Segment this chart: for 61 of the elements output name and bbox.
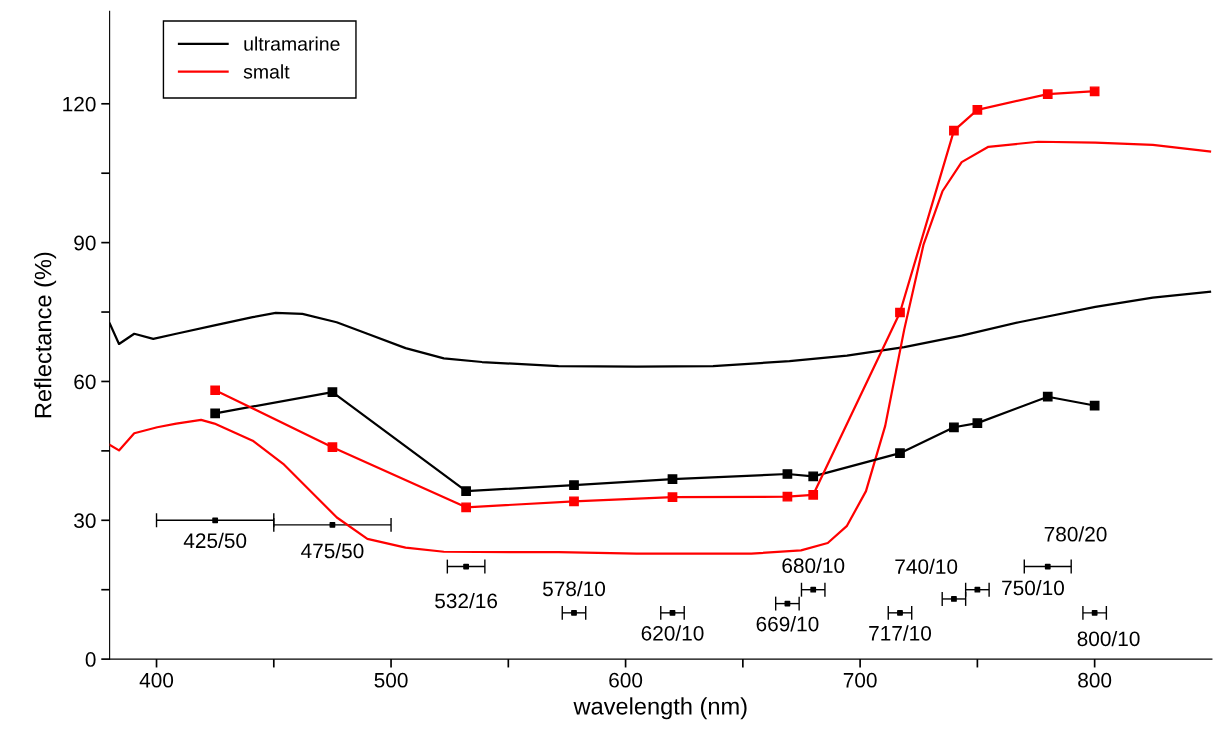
point (782, 469, 793, 479)
point (569, 496, 579, 507)
annotation: 425/50 (183, 532, 247, 549)
point (1089, 86, 1100, 97)
legend-label: smalt (243, 64, 290, 79)
annotation: 475/50 (301, 542, 364, 559)
x-tick-label: 500 (374, 672, 408, 688)
point (1091, 609, 1098, 616)
point (463, 563, 469, 570)
point (951, 596, 957, 602)
point (1089, 400, 1100, 411)
point (972, 418, 983, 428)
point (895, 307, 905, 318)
point (808, 471, 819, 482)
point (949, 125, 959, 136)
point (210, 408, 221, 419)
point (667, 492, 678, 503)
annotation: 717/10 (869, 625, 932, 641)
point (974, 586, 981, 593)
annotation: 680/10 (782, 557, 845, 574)
y-tick-label: 120 (63, 96, 96, 112)
point (329, 522, 336, 528)
annotation: 578/10 (542, 580, 606, 597)
point (810, 586, 817, 593)
point (897, 609, 903, 616)
point (461, 486, 471, 496)
annotation: 750/10 (1002, 579, 1064, 596)
legend-label: ultramarine (244, 36, 340, 51)
point (1042, 89, 1053, 99)
point (327, 442, 338, 453)
point (212, 517, 219, 524)
point (569, 480, 579, 490)
annotation: 669/10 (756, 616, 819, 632)
point (669, 609, 676, 616)
point (782, 491, 793, 502)
x-tick-label: 700 (843, 672, 877, 688)
point (972, 104, 983, 115)
annotation: 800/10 (1077, 630, 1140, 647)
annotation: 780/20 (1044, 526, 1107, 542)
x-axis-title: wavelength (nm) (573, 697, 747, 720)
annotation: 740/10 (895, 558, 958, 574)
annotation: 532/16 (435, 592, 498, 609)
annotation: 620/10 (641, 625, 704, 641)
y-tick-label: 0 (85, 652, 96, 667)
point (1044, 563, 1051, 570)
point (210, 385, 221, 396)
y-axis-title: Reflectance (%) (34, 252, 57, 418)
point (667, 474, 678, 484)
x-tick-label: 800 (1078, 672, 1112, 688)
point (571, 609, 577, 616)
point (461, 502, 471, 513)
point (808, 489, 819, 500)
point (1042, 391, 1053, 402)
x-tick-label: 400 (139, 672, 174, 688)
y-tick-label: 60 (74, 374, 96, 390)
y-tick-label: 90 (74, 235, 96, 251)
point (949, 422, 959, 433)
y-tick-label: 30 (74, 513, 96, 529)
point (327, 387, 338, 397)
point (895, 448, 905, 459)
x-tick-label: 600 (609, 672, 643, 688)
